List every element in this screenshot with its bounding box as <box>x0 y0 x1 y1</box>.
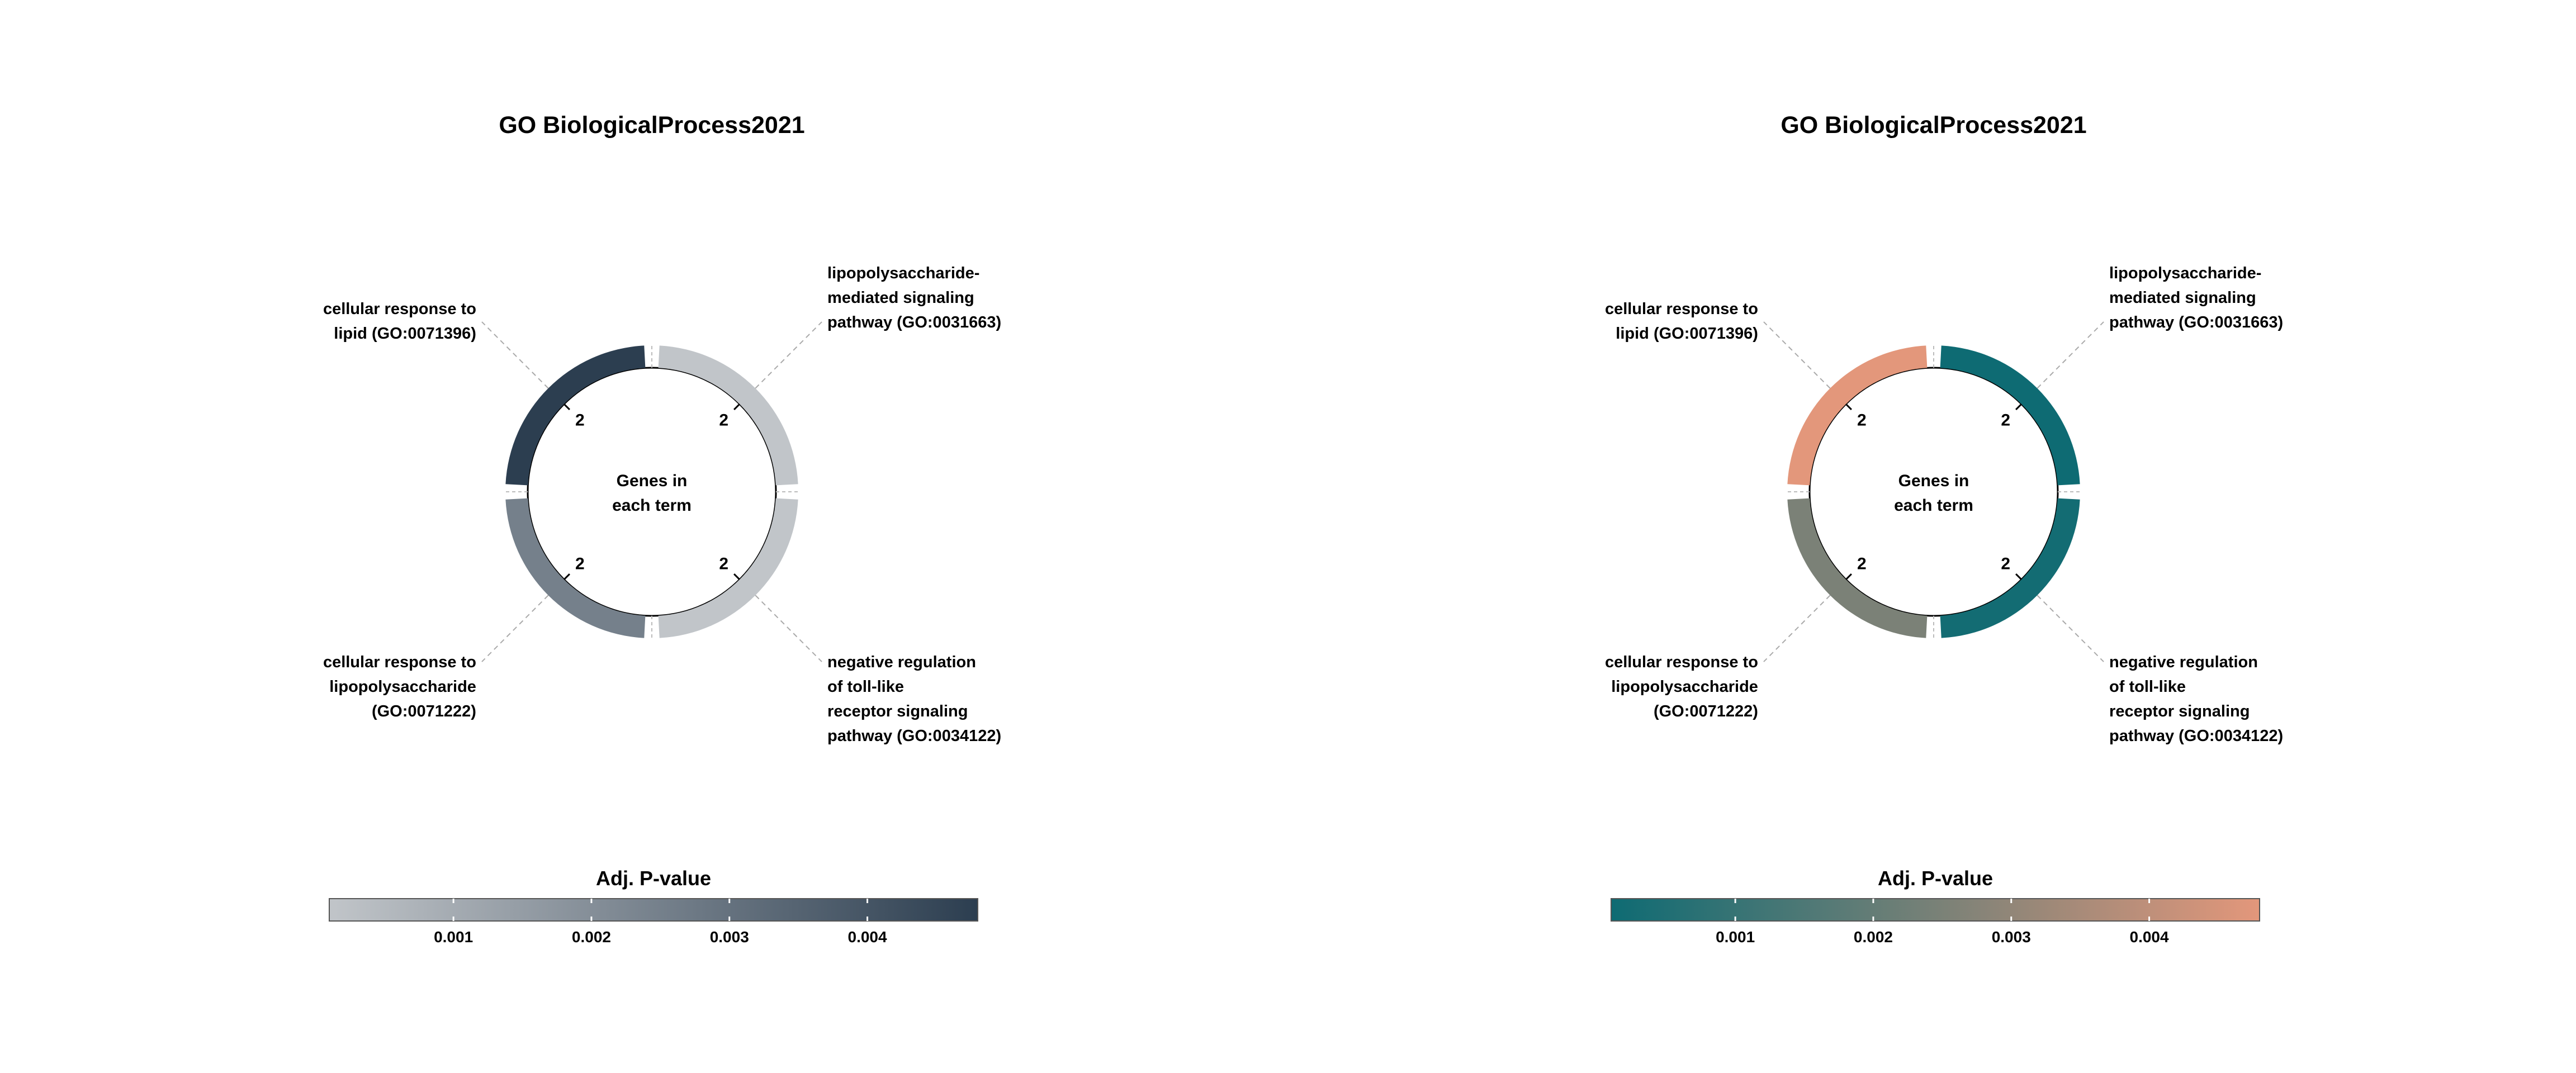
donut-segment <box>658 345 798 486</box>
gene-count-label: 2 <box>2001 411 2010 429</box>
donut-segment <box>1940 498 2080 638</box>
center-label: each term <box>612 496 692 515</box>
term-label: negative regulation of toll-like receptor … <box>2109 653 2283 745</box>
colorbar-tick-label: 0.002 <box>1854 928 1893 946</box>
colorbar-tick-label: 0.004 <box>2130 928 2169 946</box>
donut-segment <box>1787 345 1928 486</box>
gene-count-label: 2 <box>719 555 728 573</box>
chart-title: GO BiologicalProcess2021 <box>1781 112 2086 139</box>
leader-line <box>1763 595 1831 662</box>
colorbar-tick-label: 0.001 <box>434 928 473 946</box>
leader-line <box>1763 321 1831 389</box>
chart-title: GO BiologicalProcess2021 <box>499 112 804 139</box>
gene-count-label: 2 <box>2001 555 2010 573</box>
gene-count-label: 2 <box>575 411 585 429</box>
count-tick <box>1845 573 1852 581</box>
term-label: cellular response to lipid (GO:0071396) <box>1605 300 1758 343</box>
term-label: cellular response to lipid (GO:0071396) <box>323 300 476 343</box>
gene-count-label: 2 <box>719 411 728 429</box>
gene-count-label: 2 <box>575 555 585 573</box>
colorbar-tick-label: 0.003 <box>1992 928 2031 946</box>
donut-segment <box>1940 345 2080 486</box>
donut-segment <box>658 498 798 638</box>
donut-chart-2: GO BiologicalProcess2021 Genes in each ter… <box>1605 112 2283 946</box>
leader-line <box>2037 595 2104 662</box>
term-label: negative regulation of toll-like receptor … <box>827 653 1001 745</box>
term-label: lipopolysaccharide-mediated signaling pat… <box>2109 264 2283 331</box>
count-tick <box>733 573 741 581</box>
donut-chart-1: GO BiologicalProcess2021 Genes in each ter… <box>323 112 1001 946</box>
colorbar-tick-label: 0.004 <box>848 928 887 946</box>
leader-line <box>481 595 549 662</box>
gene-count-label: 2 <box>1857 555 1867 573</box>
donut-segment <box>505 498 646 638</box>
count-tick <box>1845 403 1852 410</box>
center-label: Genes in <box>617 472 688 490</box>
colorbar-title: Adj. P-value <box>596 867 711 890</box>
donut-segment <box>505 345 646 486</box>
leader-line <box>481 321 549 389</box>
colorbar-title: Adj. P-value <box>1878 867 1993 890</box>
colorbar-tick-label: 0.001 <box>1716 928 1755 946</box>
term-label: cellular response to lipopolysaccharide (G… <box>1605 653 1758 720</box>
center-label: Genes in <box>1898 472 1969 490</box>
center-label: each term <box>1894 496 1973 515</box>
count-tick <box>733 403 741 410</box>
colorbar <box>1611 898 2260 922</box>
leader-line <box>755 321 822 389</box>
count-tick <box>563 403 570 410</box>
gene-count-label: 2 <box>1857 411 1867 429</box>
colorbar <box>329 898 978 922</box>
leader-line <box>755 595 822 662</box>
count-tick <box>2015 403 2023 410</box>
donut-segment <box>1787 498 1928 638</box>
colorbar-tick-label: 0.003 <box>710 928 749 946</box>
term-label: cellular response to lipopolysaccharide (G… <box>323 653 476 720</box>
term-label: lipopolysaccharide-mediated signaling pat… <box>827 264 1001 331</box>
leader-line <box>2037 321 2104 389</box>
count-tick <box>2015 573 2023 581</box>
colorbar-tick-label: 0.002 <box>572 928 611 946</box>
count-tick <box>563 573 570 581</box>
